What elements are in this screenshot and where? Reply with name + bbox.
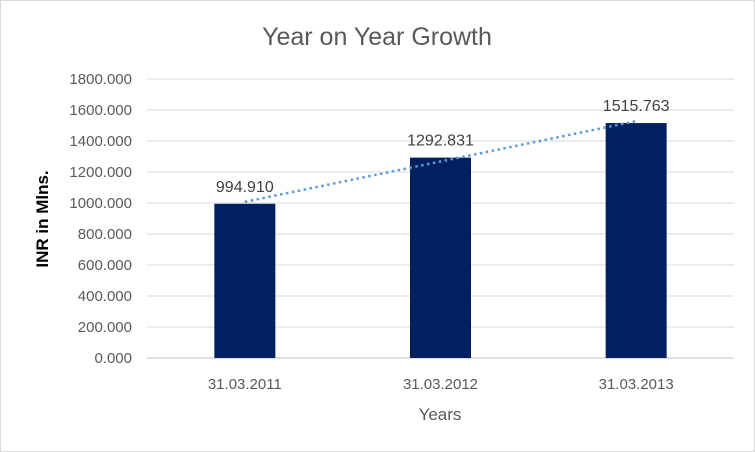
x-tick-label: 31.03.2011 [208, 376, 282, 393]
data-label: 1292.831 [407, 133, 474, 150]
y-tick-label: 1400.000 [69, 133, 132, 150]
y-axis-title: INR in Mlns. [33, 170, 52, 267]
bar [605, 123, 667, 358]
y-tick-label: 1000.000 [69, 195, 132, 212]
y-axis-ticks: 0.000 200.000 400.000 600.000 800.000 1000.00… [69, 71, 132, 367]
y-tick-label: 1800.000 [69, 71, 132, 88]
bars [214, 123, 667, 358]
bar [214, 203, 276, 358]
y-tick-label: 1200.000 [69, 164, 132, 181]
chart-title: Year on Year Growth [262, 23, 492, 51]
y-tick-label: 400.000 [78, 288, 132, 305]
x-axis-title: Years [419, 405, 462, 424]
trendline-layer [244, 119, 637, 204]
trendline [244, 119, 637, 204]
x-tick-label: 31.03.2013 [599, 376, 674, 393]
data-label: 1515.763 [603, 98, 670, 115]
bar [410, 157, 471, 358]
y-tick-label: 800.000 [78, 226, 132, 243]
x-axis-ticks: 31.03.2011 31.03.2012 31.03.2013 [208, 376, 674, 393]
data-label: 994.910 [216, 179, 274, 196]
y-tick-label: 600.000 [78, 257, 132, 274]
y-tick-label: 200.000 [78, 319, 132, 336]
y-tick-label: 1600.000 [69, 102, 132, 119]
data-labels: 994.910 1292.831 1515.763 [216, 98, 670, 196]
x-tick-label: 31.03.2012 [403, 376, 478, 393]
y-tick-label: 0.000 [94, 350, 132, 367]
